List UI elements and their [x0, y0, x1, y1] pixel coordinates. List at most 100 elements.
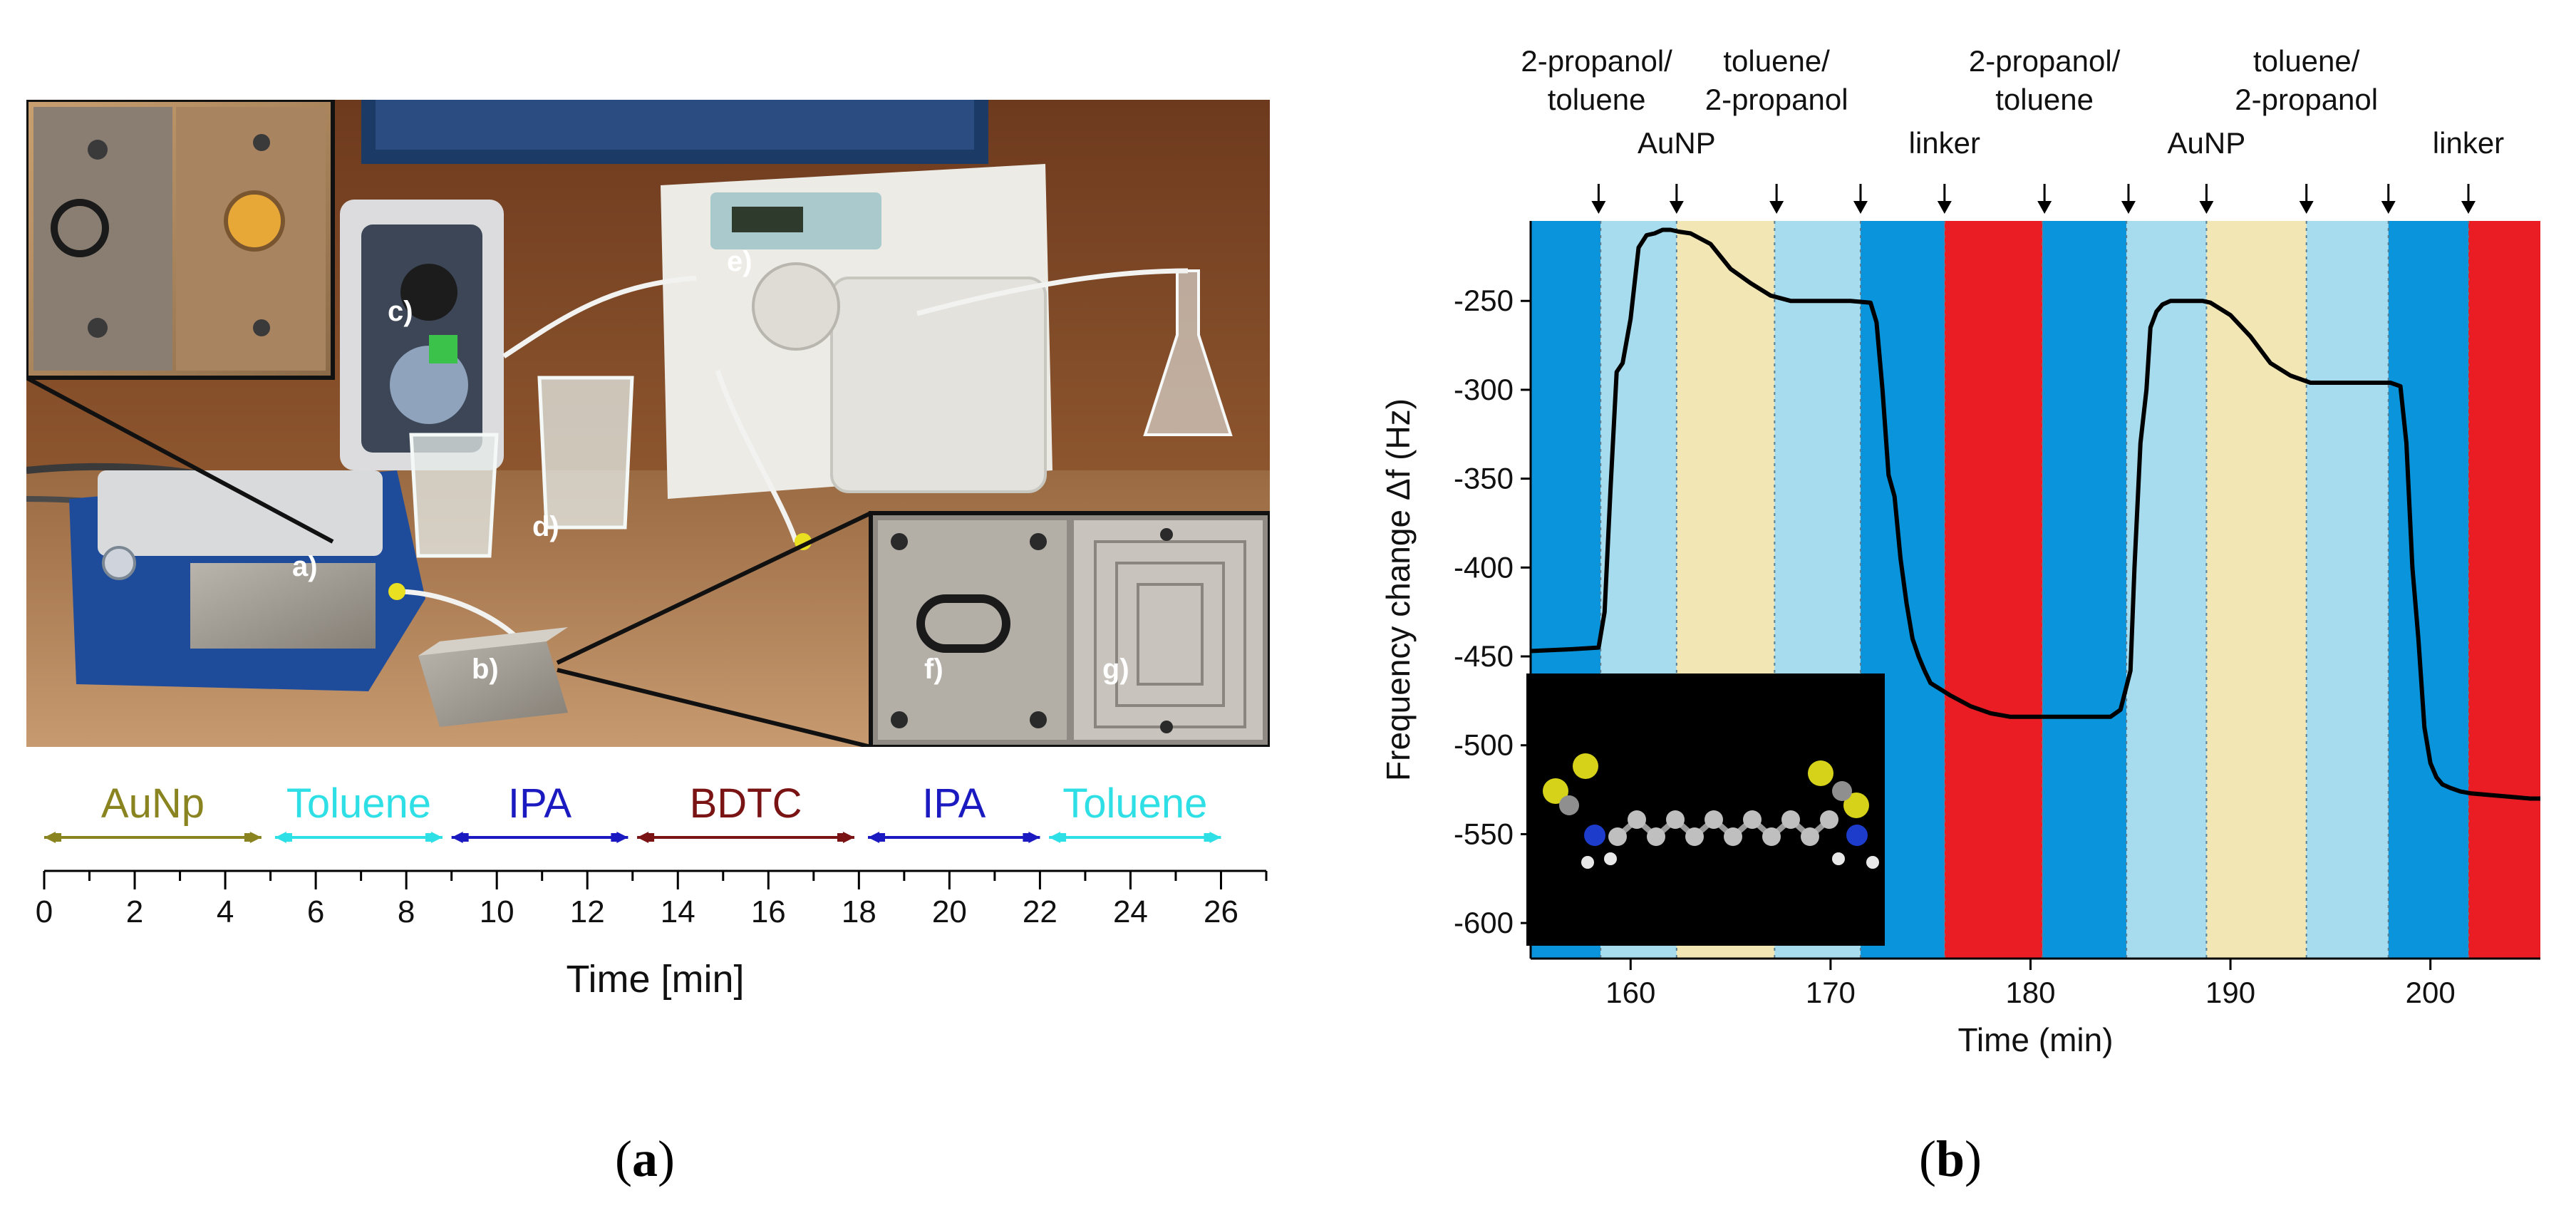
y-tick-label: -450: [1454, 639, 1514, 673]
photo-label-f: f): [924, 654, 943, 685]
timeline-segment-cap-left: [284, 833, 292, 842]
phase-band: [2388, 221, 2468, 959]
injection-arrow-head: [2381, 201, 2396, 214]
phase-annotation: AuNP: [1638, 126, 1716, 160]
phase-annotation: 2-propanol: [1705, 83, 1848, 116]
sulfur-atom: [1543, 778, 1568, 804]
y-tick-label: -300: [1454, 373, 1514, 406]
timeline-tick-label: 18: [842, 894, 876, 929]
carbon-atom: [1801, 827, 1819, 846]
phase-annotation: toluene: [1995, 83, 2094, 116]
injection-arrow-head: [1853, 201, 1868, 214]
phase-band: [2206, 221, 2307, 959]
panel-label-b: (b): [1919, 1130, 1982, 1187]
carbon-atom: [1666, 810, 1685, 829]
carbon-atom: [1832, 781, 1852, 801]
timeline-tick-label: 16: [751, 894, 786, 929]
photo-label-a: a): [292, 551, 318, 582]
y-tick-label: -500: [1454, 728, 1514, 762]
carbon-atom: [1724, 827, 1742, 846]
phase-annotation: toluene/: [1723, 44, 1830, 78]
photo-label-e: e): [727, 246, 752, 277]
timeline-segment-arrow-right: [1028, 832, 1040, 843]
sulfur-atom: [1843, 793, 1869, 818]
y-tick-label: -550: [1454, 817, 1514, 850]
timeline-segment-arrow-left: [637, 832, 649, 843]
injection-arrow-head: [2121, 201, 2136, 214]
phase-annotation: toluene/: [2253, 44, 2360, 78]
timeline-tick-label: 12: [570, 894, 605, 929]
timeline-segment-label: Toluene: [286, 780, 431, 827]
x-axis-title: Time (min): [1957, 1021, 2113, 1058]
sulfur-atom: [1573, 753, 1598, 779]
injection-arrow-head: [2037, 201, 2052, 214]
sulfur-atom: [1808, 760, 1833, 786]
photo-label-d: d): [532, 511, 559, 542]
timeline-segment-cap-left: [54, 833, 61, 842]
timeline-tick-label: 14: [661, 894, 695, 929]
timeline-segment-arrow-left: [868, 832, 880, 843]
carbon-atom: [1559, 795, 1579, 815]
timeline-segment-arrow-right: [430, 832, 443, 843]
timeline-xlabel: Time [min]: [566, 958, 744, 1001]
timeline-segment-cap-right: [425, 833, 433, 842]
timeline-segment-arrow-right: [842, 832, 854, 843]
timeline-tick-label: 2: [126, 894, 143, 929]
phase-annotation: 2-propanol: [2235, 83, 2378, 116]
phase-band: [2468, 221, 2540, 959]
y-tick-label: -400: [1454, 550, 1514, 584]
carbon-atom: [1762, 827, 1781, 846]
phase-annotation: toluene: [1548, 83, 1646, 116]
panel-label-a: (a): [615, 1130, 675, 1187]
injection-arrow-head: [1937, 201, 1952, 214]
frequency-chart: -250 -300 -350 -400 -450 -500 -550 -600 160 170 18…: [1380, 44, 2540, 1058]
phase-band: [2126, 221, 2207, 959]
phase-band: [2042, 221, 2127, 959]
phase-annotation: 2-propanol/: [1521, 44, 1672, 78]
timeline-segment-cap-right: [244, 833, 252, 842]
timeline-tick-label: 24: [1113, 894, 1148, 929]
timeline-tick-label: 6: [307, 894, 324, 929]
carbon-atom: [1647, 827, 1665, 846]
timeline-tick-label: 0: [36, 894, 53, 929]
photo-label-b: b): [472, 654, 499, 685]
timeline-tick-label: 4: [217, 894, 234, 929]
phase-band: [1944, 221, 2043, 959]
timeline-segment-cap-left: [1059, 833, 1067, 842]
injection-arrow-head: [2199, 201, 2214, 214]
x-tick-label: 170: [1806, 976, 1856, 1009]
injection-arrow-head: [1591, 201, 1606, 214]
carbon-atom: [1705, 810, 1723, 829]
injection-arrow-head: [1769, 201, 1784, 214]
timeline-tick-label: 26: [1204, 894, 1238, 929]
y-axis-title: Frequency change Δf (Hz): [1380, 398, 1417, 781]
molecule-inset-background: [1526, 673, 1885, 946]
timeline-segment-arrow-left: [274, 832, 286, 843]
carbon-atom: [1743, 810, 1762, 829]
molecule-inset: [1526, 673, 1885, 946]
phase-band: [2306, 221, 2389, 959]
injection-arrow-head: [1669, 201, 1684, 214]
timeline-segment-cap-left: [878, 833, 886, 842]
setup-photo: a) b) c) d) e) f) g): [26, 100, 1270, 747]
timeline-segment-cap-right: [1204, 833, 1211, 842]
timeline-segment-label: IPA: [922, 780, 986, 827]
timeline-segment-label: IPA: [508, 780, 571, 827]
timeline-segment-arrow-left: [451, 832, 463, 843]
nitrogen-atom: [1584, 825, 1605, 846]
timeline-segment-cap-left: [461, 833, 469, 842]
timeline-segment-arrow-left: [44, 832, 56, 843]
photo-label-c: c): [388, 296, 413, 327]
phase-annotation: linker: [2433, 126, 2504, 160]
nitrogen-atom: [1846, 825, 1868, 846]
timeline-segment-cap-right: [837, 833, 844, 842]
y-tick-label: -350: [1454, 462, 1514, 495]
timeline-tick-label: 20: [932, 894, 967, 929]
timeline-tick-label: 8: [398, 894, 415, 929]
injection-arrow-head: [2461, 201, 2476, 214]
timeline-tick-label: 10: [480, 894, 514, 929]
timeline-segment-cap-right: [611, 833, 619, 842]
carbon-atom: [1628, 810, 1646, 829]
x-tick-label: 190: [2205, 976, 2255, 1009]
